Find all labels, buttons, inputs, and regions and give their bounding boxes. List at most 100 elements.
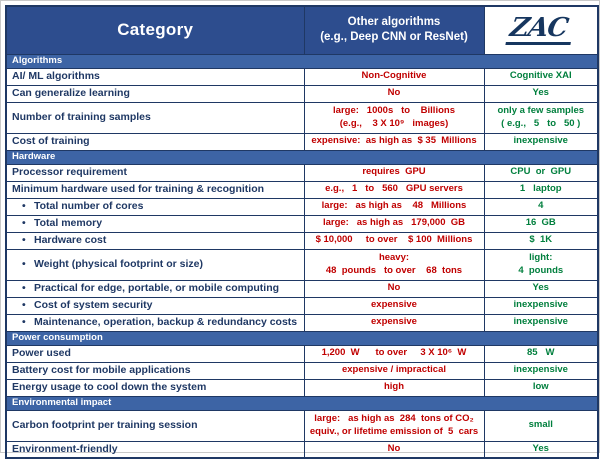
table-row: • Hardware cost $ 10,000 to over $ 100 Mi… [5,231,599,250]
category-label: Total memory [34,217,103,230]
table-row: Power used 1,200 W to over 3 X 10⁶ W 85 … [5,344,599,363]
bullet-icon: • [22,258,26,271]
category-label: Cost of system security [34,299,153,312]
table-row: Energy usage to cool down the system hig… [5,378,599,397]
section-header-algorithms: Algorithms [5,53,599,69]
table-row: Minimum hardware used for training & rec… [5,180,599,199]
bullet-icon: • [22,200,26,213]
category-cell: Processor requirement [5,163,305,182]
table-row: Processor requirement requires GPU CPU o… [5,163,599,182]
table-row: • Cost of system security expensive inexp… [5,296,599,315]
zac-value-cell: small [483,409,599,442]
other-value-cell: large: as high as 179,000 GB [303,214,485,233]
other-value-cell: heavy: 48 pounds to over 68 tons [303,248,485,281]
table-row: Cost of training expensive: as high as $… [5,132,599,151]
category-cell: Minimum hardware used for training & rec… [5,180,305,199]
table-row: • Maintenance, operation, backup & redund… [5,313,599,332]
category-label: Total number of cores [34,200,144,213]
zac-value-cell: 1 laptop [483,180,599,199]
category-cell: Can generalize learning [5,84,305,103]
bullet-icon: • [22,234,26,247]
zac-value-cell: inexpensive [483,313,599,332]
other-value-cell: requires GPU [303,163,485,182]
zac-header-cell: ZAC [483,5,599,55]
category-cell: Number of training samples [5,101,305,134]
other-value-cell: e.g., 1 to 560 GPU servers [303,180,485,199]
section-header-environmental-impact: Environmental impact [5,395,599,411]
section-header-power-consumption: Power consumption [5,330,599,346]
category-label: Hardware cost [34,234,107,247]
table-row: Battery cost for mobile applications exp… [5,361,599,380]
category-cell: Power used [5,344,305,363]
category-cell: • Practical for edge, portable, or mobile… [5,279,305,298]
other-value-cell: large: as high as 284 tons of CO₂ equiv.… [303,409,485,442]
category-cell: • Maintenance, operation, backup & redund… [5,313,305,332]
category-cell: • Total memory [5,214,305,233]
category-header: Category [5,5,305,55]
zac-value-cell: Cognitive XAI [483,67,599,86]
comparison-table: Category Other algorithms (e.g., Deep CN… [5,5,599,459]
zac-value-cell: only a few samples ( e.g., 5 to 50 ) [483,101,599,134]
zac-value-cell: inexpensive [483,132,599,151]
bullet-icon: • [22,282,26,295]
other-value-cell: expensive [303,313,485,332]
other-value-cell: $ 10,000 to over $ 100 Millions [303,231,485,250]
section-label: Hardware [5,149,599,165]
category-label: Maintenance, operation, backup & redunda… [34,316,298,329]
category-label: Practical for edge, portable, or mobile … [34,282,280,295]
other-value-cell: expensive / impractical [303,361,485,380]
section-label: Algorithms [5,53,599,69]
other-value-cell: large: as high as 48 Millions [303,197,485,216]
zac-value-cell: Yes [483,84,599,103]
category-cell: Environment-friendly [5,440,305,459]
category-cell: • Cost of system security [5,296,305,315]
zac-value-cell: low [483,378,599,397]
zac-value-cell: Yes [483,279,599,298]
category-cell: • Hardware cost [5,231,305,250]
other-value-cell: No [303,279,485,298]
table-row: Can generalize learning No Yes [5,84,599,103]
zac-value-cell: CPU or GPU [483,163,599,182]
table-row: • Total memory large: as high as 179,000 … [5,214,599,233]
zac-value-cell: inexpensive [483,361,599,380]
section-label: Power consumption [5,330,599,346]
section-label: Environmental impact [5,395,599,411]
other-value-cell: expensive: as high as $ 35 Millions [303,132,485,151]
table-header-row: Category Other algorithms (e.g., Deep CN… [5,5,599,55]
category-cell: Cost of training [5,132,305,151]
zac-value-cell: Yes [483,440,599,459]
table-row: • Total number of cores large: as high as… [5,197,599,216]
zac-value-cell: 85 W [483,344,599,363]
zac-value-cell: 4 [483,197,599,216]
bullet-icon: • [22,316,26,329]
other-value-cell: large: 1000s to Billions (e.g., 3 X 10⁹ … [303,101,485,134]
table-row: • Practical for edge, portable, or mobile… [5,279,599,298]
category-cell: • Total number of cores [5,197,305,216]
category-label: Weight (physical footprint or size) [34,258,203,271]
bullet-icon: • [22,217,26,230]
table-row: AI/ ML algorithms Non-Cognitive Cognitiv… [5,67,599,86]
other-algorithms-header: Other algorithms (e.g., Deep CNN or ResN… [303,5,485,55]
zac-value-cell: inexpensive [483,296,599,315]
table-row: Number of training samples large: 1000s … [5,101,599,134]
table-row: • Weight (physical footprint or size) hea… [5,248,599,281]
category-cell: AI/ ML algorithms [5,67,305,86]
zac-logo: ZAC [505,13,576,46]
other-value-cell: Non-Cognitive [303,67,485,86]
other-value-cell: 1,200 W to over 3 X 10⁶ W [303,344,485,363]
table-row: Environment-friendly No Yes [5,440,599,459]
other-value-cell: expensive [303,296,485,315]
section-header-hardware: Hardware [5,149,599,165]
category-cell: Energy usage to cool down the system [5,378,305,397]
bullet-icon: • [22,299,26,312]
category-cell: Battery cost for mobile applications [5,361,305,380]
table-row: Carbon footprint per training session la… [5,409,599,442]
category-cell: • Weight (physical footprint or size) [5,248,305,281]
other-value-cell: No [303,84,485,103]
zac-value-cell: 16 GB [483,214,599,233]
category-cell: Carbon footprint per training session [5,409,305,442]
other-value-cell: high [303,378,485,397]
zac-value-cell: light: 4 pounds [483,248,599,281]
zac-value-cell: $ 1K [483,231,599,250]
